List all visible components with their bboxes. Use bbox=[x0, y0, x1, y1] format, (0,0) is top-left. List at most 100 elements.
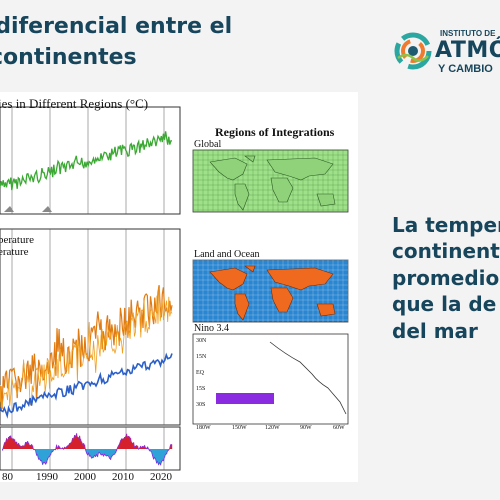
enso-bar bbox=[118, 445, 120, 449]
enso-bar bbox=[45, 449, 47, 465]
enso-bar bbox=[81, 441, 83, 449]
nino-x-tick: 180W bbox=[196, 425, 211, 431]
enso-bar bbox=[12, 438, 14, 449]
enso-bar bbox=[20, 446, 22, 449]
nino-y-tick: EQ bbox=[196, 370, 204, 376]
enso-bar bbox=[4, 442, 6, 449]
enso-bar bbox=[101, 449, 103, 456]
enso-bar bbox=[100, 449, 102, 455]
enso-bar bbox=[93, 449, 95, 458]
enso-bar bbox=[71, 442, 73, 449]
enso-bar bbox=[105, 449, 107, 456]
nino-index-line bbox=[2, 432, 172, 466]
slide-title: to diferencial entre el continentes bbox=[0, 12, 300, 74]
enso-bar bbox=[106, 449, 108, 457]
x-tick-label: 80 bbox=[2, 471, 13, 482]
slide-title-line-1: to diferencial entre el bbox=[0, 14, 233, 39]
enso-bar bbox=[140, 446, 142, 449]
enso-bar bbox=[131, 442, 133, 449]
enso-bar bbox=[11, 438, 13, 449]
enso-bar bbox=[113, 449, 115, 455]
enso-bar bbox=[103, 449, 105, 457]
left-panel-title: ies in Different Regions (°C) bbox=[0, 96, 149, 111]
enso-bar bbox=[67, 445, 69, 449]
enso-bar bbox=[170, 444, 172, 449]
body-line-3: promedio. bbox=[392, 265, 500, 290]
enso-bar bbox=[13, 438, 15, 449]
enso-bar bbox=[141, 447, 143, 449]
enso-bar bbox=[77, 436, 79, 449]
land-temperature-line-2 bbox=[0, 287, 173, 410]
body-line-2: continente bbox=[392, 239, 500, 264]
enso-bar bbox=[109, 449, 111, 459]
enso-bar bbox=[126, 433, 128, 449]
enso-bar bbox=[72, 438, 74, 449]
slide-body-text: La temper continente promedio. que la de… bbox=[392, 212, 500, 344]
enso-bar bbox=[41, 449, 43, 462]
enso-bar bbox=[31, 444, 33, 449]
enso-bar bbox=[125, 436, 127, 449]
enso-bar bbox=[98, 449, 100, 454]
enso-bar bbox=[120, 440, 122, 449]
enso-bar bbox=[25, 442, 27, 449]
enso-bar bbox=[52, 449, 54, 452]
enso-bar bbox=[92, 449, 94, 459]
enso-bar bbox=[16, 441, 18, 449]
enso-bar bbox=[87, 449, 89, 456]
nino-y-tick: 30S bbox=[196, 402, 206, 408]
map-label-nino: Nino 3.4 bbox=[194, 323, 229, 334]
enso-bar bbox=[155, 449, 157, 460]
enso-bar bbox=[23, 445, 25, 449]
nino-x-tick: 120W bbox=[265, 425, 280, 431]
enso-bar bbox=[171, 444, 173, 449]
enso-bar bbox=[161, 449, 163, 463]
nino-x-tick: 90W bbox=[300, 425, 312, 431]
enso-bar bbox=[14, 439, 16, 449]
body-line-5: del mar bbox=[392, 318, 478, 343]
enso-bar bbox=[26, 442, 28, 449]
land-ocean-panel-frame bbox=[0, 228, 181, 426]
global-map-continents bbox=[209, 155, 336, 211]
enso-bar bbox=[38, 449, 40, 460]
enso-bar bbox=[42, 449, 44, 465]
enso-bar bbox=[124, 436, 126, 449]
enso-bar bbox=[21, 446, 23, 449]
enso-bar bbox=[75, 436, 77, 449]
enso-bar bbox=[24, 445, 26, 449]
enso-bar bbox=[9, 436, 11, 449]
enso-bar bbox=[115, 449, 117, 453]
logo-text-line-3: Y CAMBIO bbox=[438, 63, 493, 75]
enso-bar bbox=[165, 449, 167, 455]
temperature-figure: ies in Different Regions (°C) perature e… bbox=[0, 92, 358, 482]
nino-y-tick: 15S bbox=[196, 386, 206, 392]
enso-bar bbox=[90, 449, 92, 457]
enso-bar bbox=[40, 449, 42, 462]
enso-bar bbox=[35, 449, 37, 451]
enso-bar bbox=[144, 445, 146, 449]
enso-bar bbox=[166, 449, 168, 455]
enso-bar bbox=[133, 442, 135, 449]
enso-bar bbox=[10, 435, 12, 449]
enso-bar bbox=[149, 449, 151, 452]
land-temperature-line bbox=[0, 285, 173, 409]
enso-bar bbox=[110, 449, 112, 460]
nino-y-tick: 30N bbox=[196, 338, 207, 344]
enso-bar bbox=[17, 444, 19, 449]
enso-bar bbox=[163, 449, 165, 462]
x-tick-label: 2000 bbox=[74, 471, 96, 482]
enso-bar bbox=[134, 446, 136, 449]
enso-bar bbox=[104, 449, 106, 455]
enso-bar bbox=[119, 443, 121, 449]
enso-bar bbox=[74, 435, 76, 449]
enso-bar bbox=[114, 449, 116, 455]
logo-text-line-1: INSTITUTO DE bbox=[440, 29, 496, 38]
ocean-temperature-line bbox=[0, 352, 173, 419]
enso-bar bbox=[127, 436, 129, 449]
enso-bar bbox=[22, 445, 24, 449]
enso-bar bbox=[36, 449, 38, 456]
x-tick-label: 2010 bbox=[112, 471, 134, 482]
enso-bar bbox=[76, 433, 78, 449]
logo-emblem-icon bbox=[394, 32, 432, 70]
enso-bar bbox=[82, 443, 84, 449]
legend-line-1: perature bbox=[0, 234, 35, 246]
